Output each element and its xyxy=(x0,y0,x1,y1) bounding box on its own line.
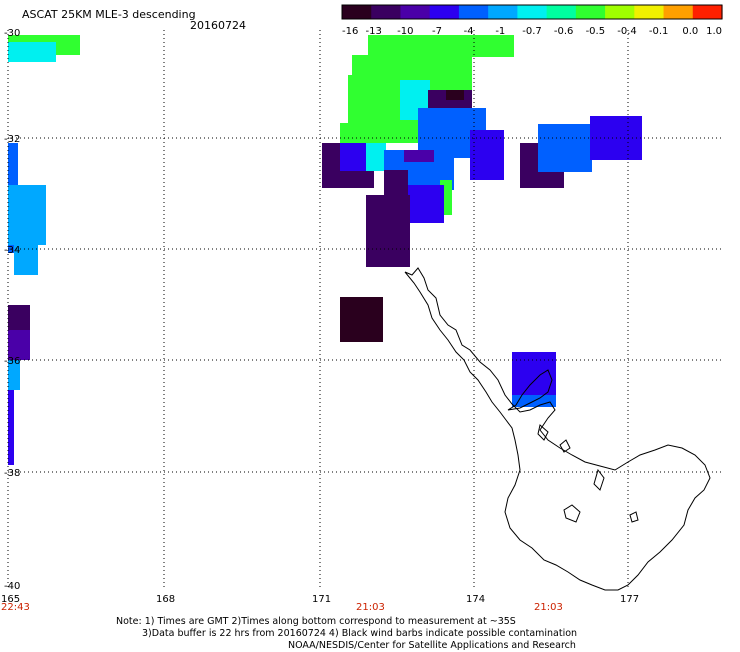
colorbar-swatch xyxy=(342,5,372,19)
colorbar-label: 1.0 xyxy=(706,26,722,37)
colorbar-swatch xyxy=(488,5,518,19)
colorbar-label: -4 xyxy=(464,26,474,37)
data-cell xyxy=(340,123,430,143)
data-cell xyxy=(340,143,366,171)
note-line-1: Note: 1) Times are GMT 2)Times along bot… xyxy=(116,616,516,627)
data-cell xyxy=(8,330,30,360)
lon-label: 165 xyxy=(1,594,20,605)
colorbar-label: -10 xyxy=(397,26,413,37)
lat-label: -34 xyxy=(4,245,20,256)
data-cell xyxy=(8,390,14,465)
data-cell xyxy=(366,143,386,171)
colorbar-label: -0.1 xyxy=(649,26,669,37)
colorbar-label: -0.7 xyxy=(522,26,542,37)
colorbar-label: -0.6 xyxy=(554,26,574,37)
lon-label: 177 xyxy=(620,594,639,605)
colorbar-swatch xyxy=(371,5,402,19)
lon-label: 171 xyxy=(312,594,331,605)
colorbar-swatch xyxy=(458,5,489,19)
time-label: 22:43 xyxy=(1,602,30,613)
data-cell xyxy=(404,150,434,162)
colorbar-label: 0.0 xyxy=(682,26,698,37)
colorbar-swatch xyxy=(692,5,723,19)
data-cell xyxy=(368,35,514,57)
lat-label: -40 xyxy=(4,581,20,592)
colorbar-swatch xyxy=(546,5,577,19)
colorbar-label: -7 xyxy=(432,26,442,37)
lon-label: 174 xyxy=(466,594,485,605)
lon-label: 168 xyxy=(156,594,175,605)
colorbar-swatch xyxy=(634,5,665,19)
colorbar-frame xyxy=(341,4,723,20)
colorbar-swatch xyxy=(429,5,460,19)
colorbar-label: -13 xyxy=(365,26,381,37)
grid xyxy=(8,30,722,590)
data-cell xyxy=(8,42,56,62)
colorbar-label: -1 xyxy=(495,26,505,37)
data-cell xyxy=(538,124,592,172)
note-line-2: 3)Data buffer is 22 hrs from 20160724 4)… xyxy=(142,628,578,639)
data-cell xyxy=(470,130,504,180)
lat-label: -30 xyxy=(4,28,20,39)
data-cell xyxy=(366,195,410,267)
colorbar-label: -0.4 xyxy=(617,26,637,37)
data-cell xyxy=(340,297,383,342)
colorbar-swatch xyxy=(663,5,694,19)
product-title: ASCAT 25KM MLE-3 descending xyxy=(22,8,196,21)
latitude-labels: -30 -32 -34 -36 -38 -40 xyxy=(4,28,20,592)
colorbar-swatch xyxy=(517,5,548,19)
note-line-3: NOAA/NESDIS/Center for Satellite Applica… xyxy=(288,640,576,651)
colorbar-swatch xyxy=(575,5,606,19)
longitude-labels: 165 168 171 174 177 xyxy=(1,594,639,605)
time-label: 21:03 xyxy=(356,602,385,613)
colorbar-label: -0.5 xyxy=(586,26,606,37)
colorbar-label: -16 xyxy=(342,26,358,37)
colorbar-swatch xyxy=(605,5,635,19)
colorbar-swatch xyxy=(400,5,431,19)
lat-label: -38 xyxy=(4,468,20,479)
coastline-north-island xyxy=(404,267,711,591)
data-cell xyxy=(408,185,444,223)
lat-label: -32 xyxy=(4,134,20,145)
coastline-detail xyxy=(507,369,639,523)
data-cell xyxy=(14,220,38,275)
product-date: 20160724 xyxy=(190,19,246,32)
time-label: 21:03 xyxy=(534,602,563,613)
data-swaths xyxy=(8,35,642,465)
data-cell xyxy=(446,90,464,100)
colorbar: -16 -13 -10 -7 -4 -1 -0.7 -0.6 -0.5 -0.4 -0.1 0.0 1.… xyxy=(341,4,723,37)
lat-label: -36 xyxy=(4,356,20,367)
time-labels: 22:43 21:03 21:03 xyxy=(1,602,563,613)
data-cell xyxy=(8,360,20,390)
